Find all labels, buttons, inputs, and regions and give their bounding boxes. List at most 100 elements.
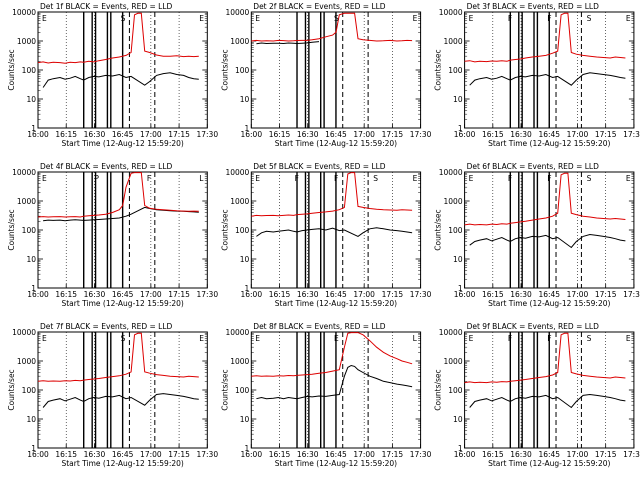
x-tick-label: 16:30 — [84, 290, 106, 299]
chart-title: Det 3f BLACK = Events, RED = LLD — [467, 2, 600, 11]
x-tick-label: 17:15 — [168, 130, 190, 139]
marker-letter: E — [626, 14, 631, 23]
marker-letter: E — [255, 334, 260, 343]
y-tick-label: 1000 — [444, 197, 463, 206]
y-tick-label: 10000 — [225, 328, 249, 337]
y-axis-label: Counts/sec — [220, 369, 229, 410]
series-lld-line — [464, 332, 626, 384]
x-axis-label: Start Time (12-Aug-12 15:59:20) — [61, 459, 183, 468]
marker-letter: P — [94, 174, 99, 183]
x-tick-label: 16:45 — [538, 130, 560, 139]
y-tick-label: 10 — [26, 255, 36, 264]
y-tick-label: 1 — [458, 444, 463, 453]
x-tick-label: 17:00 — [353, 290, 375, 299]
marker-letter: S — [121, 14, 126, 23]
marker-letter: F — [508, 334, 512, 343]
series-lld-line — [37, 172, 199, 218]
x-tick-label: 17:15 — [595, 130, 617, 139]
x-tick-label: 16:30 — [297, 130, 319, 139]
y-tick-label: 10 — [26, 415, 36, 424]
y-tick-label: 1 — [31, 124, 36, 133]
y-tick-label: 100 — [235, 386, 250, 395]
y-tick-label: 10000 — [225, 168, 249, 177]
x-tick-label: 16:15 — [269, 450, 291, 459]
marker-letter: F — [547, 174, 551, 183]
x-tick-label: 17:15 — [595, 290, 617, 299]
y-tick-label: 1000 — [17, 357, 36, 366]
x-tick-label: 16:00 — [454, 290, 476, 299]
y-axis-label: Counts/sec — [7, 49, 16, 90]
y-axis-label: Counts/sec — [434, 209, 443, 250]
x-tick-label: 17:00 — [140, 450, 162, 459]
x-axis-label: Start Time (12-Aug-12 15:59:20) — [488, 299, 610, 308]
x-tick-label: 16:15 — [269, 290, 291, 299]
x-tick-label: 16:30 — [510, 130, 532, 139]
y-tick-label: 1 — [31, 444, 36, 453]
marker-letter: F — [334, 174, 338, 183]
series-lld-line — [251, 12, 413, 42]
x-tick-label: 16:45 — [325, 130, 347, 139]
series-lld-line — [251, 332, 413, 377]
series-events-line — [469, 233, 626, 249]
marker-letter: E — [626, 174, 631, 183]
x-tick-label: 16:15 — [482, 130, 504, 139]
x-tick-label: 17:15 — [595, 450, 617, 459]
x-tick-label: 17:30 — [196, 130, 218, 139]
y-tick-label: 10000 — [12, 8, 36, 17]
x-tick-label: 16:15 — [55, 130, 77, 139]
series-events-line — [256, 364, 413, 400]
y-tick-label: 10 — [240, 95, 250, 104]
y-tick-label: 10 — [453, 95, 463, 104]
x-tick-label: 17:30 — [410, 130, 432, 139]
chart-panel-2: Det 2f BLACK = Events, RED = LLD 1 10 100 10… — [220, 2, 431, 148]
x-tick-label: 17:00 — [353, 130, 375, 139]
series-events-line — [42, 72, 199, 88]
marker-letter: E — [42, 14, 47, 23]
x-tick-label: 17:15 — [382, 130, 404, 139]
marker-letter: F — [508, 14, 512, 23]
marker-letter: E — [626, 334, 631, 343]
y-tick-label: 10000 — [12, 168, 36, 177]
chart-title: Det 8f BLACK = Events, RED = LLD — [253, 322, 386, 331]
x-tick-label: 17:30 — [410, 450, 432, 459]
y-axis-label: Counts/sec — [220, 49, 229, 90]
y-tick-label: 10000 — [439, 8, 463, 17]
x-tick-label: 16:00 — [27, 290, 49, 299]
chart-panel-3: Det 3f BLACK = Events, RED = LLD 1 10 100 10… — [434, 2, 640, 148]
y-tick-label: 100 — [22, 66, 37, 75]
marker-letter: E — [42, 174, 47, 183]
y-tick-label: 1 — [245, 284, 250, 293]
series-lld-line — [251, 172, 413, 217]
marker-letter: F — [547, 334, 551, 343]
series-lld-line — [464, 172, 626, 226]
x-axis-label: Start Time (12-Aug-12 15:59:20) — [275, 139, 397, 148]
y-tick-label: 10000 — [12, 328, 36, 337]
y-tick-label: 100 — [448, 66, 463, 75]
x-tick-label: 17:00 — [140, 130, 162, 139]
marker-letter: E — [469, 334, 474, 343]
x-tick-label: 17:30 — [623, 290, 640, 299]
marker-letter: F — [147, 174, 151, 183]
y-axis-label: Counts/sec — [7, 209, 16, 250]
chart-title: Det 7f BLACK = Events, RED = LLD — [40, 322, 173, 331]
x-tick-label: 17:30 — [410, 290, 432, 299]
marker-letter: S — [121, 334, 126, 343]
x-axis-label: Start Time (12-Aug-12 15:59:20) — [275, 459, 397, 468]
chart-title: Det 5f BLACK = Events, RED = LLD — [253, 162, 386, 171]
chart-title: Det 6f BLACK = Events, RED = LLD — [467, 162, 600, 171]
series-lld-line — [37, 12, 199, 64]
y-tick-label: 10 — [453, 255, 463, 264]
chart-title: Det 4f BLACK = Events, RED = LLD — [40, 162, 173, 171]
chart-title: Det 9f BLACK = Events, RED = LLD — [467, 322, 600, 331]
x-tick-label: 16:30 — [84, 450, 106, 459]
marker-letter: S — [587, 334, 592, 343]
x-tick-label: 16:15 — [55, 450, 77, 459]
series-lld-line — [37, 332, 199, 382]
y-tick-label: 10 — [240, 255, 250, 264]
x-tick-label: 16:45 — [325, 450, 347, 459]
marker-letter: E — [255, 14, 260, 23]
x-tick-label: 16:15 — [482, 290, 504, 299]
x-tick-label: 17:00 — [567, 130, 589, 139]
x-tick-label: 16:15 — [55, 290, 77, 299]
x-tick-label: 17:15 — [382, 290, 404, 299]
